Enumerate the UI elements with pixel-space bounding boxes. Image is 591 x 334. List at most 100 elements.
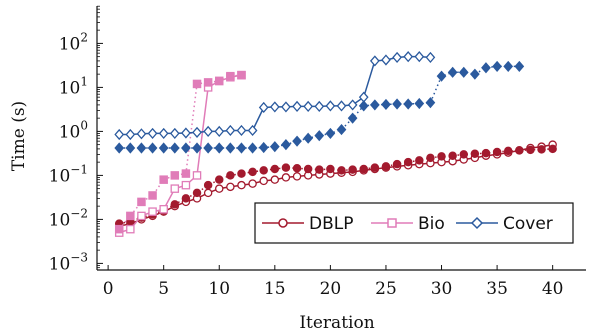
data-point xyxy=(548,144,557,154)
data-point xyxy=(126,211,135,221)
data-point xyxy=(270,175,280,184)
data-point xyxy=(203,180,213,190)
data-point xyxy=(403,157,413,167)
data-point xyxy=(237,70,246,80)
x-axis-title: Iteration xyxy=(299,313,374,333)
data-point xyxy=(381,162,391,171)
data-point xyxy=(347,112,358,124)
data-point xyxy=(392,51,402,64)
data-point xyxy=(136,142,147,154)
data-point xyxy=(303,164,313,174)
data-point xyxy=(181,169,191,178)
legend-dblp-label: DBLP xyxy=(309,214,353,234)
y-tick-label: 10−2 xyxy=(49,206,88,230)
data-point xyxy=(392,98,402,110)
data-point xyxy=(114,224,124,234)
data-point xyxy=(136,128,147,140)
data-point xyxy=(426,153,435,163)
data-point xyxy=(281,101,291,113)
data-point xyxy=(281,163,291,172)
data-point xyxy=(225,142,236,154)
data-point xyxy=(214,184,224,193)
data-point xyxy=(147,142,158,154)
series-cover-dotted xyxy=(114,60,525,154)
data-point xyxy=(381,98,391,111)
data-point xyxy=(436,70,447,82)
x-tick-label: 0 xyxy=(103,279,114,299)
data-point xyxy=(337,166,346,175)
series-line xyxy=(119,55,431,136)
y-axis-title: Time (s) xyxy=(9,101,29,171)
legend-item-dblp: DBLP xyxy=(262,214,353,234)
legend-box xyxy=(254,202,574,244)
data-point xyxy=(159,205,168,214)
x-tick-label: 5 xyxy=(158,279,169,299)
data-point xyxy=(492,147,502,157)
data-point xyxy=(470,149,480,159)
data-point xyxy=(192,126,202,138)
data-point xyxy=(470,68,480,80)
data-point xyxy=(447,66,458,78)
data-point xyxy=(314,100,325,112)
data-point xyxy=(226,171,235,180)
data-point xyxy=(481,148,491,158)
data-point xyxy=(203,142,213,154)
data-point xyxy=(192,79,202,89)
series-bio-dotted xyxy=(114,70,246,234)
y-tick-label: 100 xyxy=(59,118,88,142)
data-point xyxy=(526,145,535,155)
data-point xyxy=(237,180,246,190)
data-point xyxy=(147,127,158,140)
data-point xyxy=(359,164,368,174)
legend-bio-label: Bio xyxy=(418,214,445,234)
data-point xyxy=(226,71,235,81)
data-point xyxy=(425,51,436,64)
legend-item-bio: Bio xyxy=(371,214,445,234)
data-point xyxy=(125,142,136,154)
legend-bio-marker xyxy=(387,218,397,228)
legend-cover-label: Cover xyxy=(503,214,553,234)
data-point xyxy=(259,176,268,186)
data-point xyxy=(325,100,336,112)
data-point xyxy=(125,128,136,141)
data-point xyxy=(269,101,280,113)
data-point xyxy=(170,200,180,209)
data-point xyxy=(214,142,225,154)
data-point xyxy=(281,139,291,151)
data-point xyxy=(269,141,280,153)
y-tick-label: 102 xyxy=(59,30,88,54)
data-point xyxy=(503,146,513,156)
data-point xyxy=(492,60,502,72)
legend-item-cover: Cover xyxy=(456,214,553,234)
legend-cover-marker xyxy=(470,216,484,230)
data-point xyxy=(458,66,469,78)
x-tick-label: 10 xyxy=(208,279,230,299)
data-point xyxy=(203,78,213,87)
data-point xyxy=(237,169,246,178)
data-point xyxy=(303,100,314,112)
data-point xyxy=(292,172,302,181)
data-point xyxy=(214,175,224,184)
data-point xyxy=(370,163,380,172)
data-point xyxy=(126,224,135,234)
data-point xyxy=(181,127,191,139)
data-point xyxy=(203,125,213,137)
x-tick-label: 20 xyxy=(320,279,342,299)
data-point xyxy=(159,175,168,184)
series-line xyxy=(118,74,242,234)
data-point xyxy=(226,182,235,192)
series-line xyxy=(119,148,553,225)
data-point xyxy=(292,100,302,112)
data-point xyxy=(414,51,425,63)
x-tick-label: 30 xyxy=(431,279,453,299)
y-tick-label: 10−1 xyxy=(49,162,88,186)
data-point xyxy=(169,127,180,140)
data-point xyxy=(481,62,491,74)
data-point xyxy=(437,152,446,161)
data-point xyxy=(170,184,180,193)
data-point xyxy=(192,142,202,154)
data-point xyxy=(537,145,546,154)
series-cover-solid xyxy=(114,51,436,141)
data-point xyxy=(281,173,291,182)
data-point xyxy=(414,97,425,110)
